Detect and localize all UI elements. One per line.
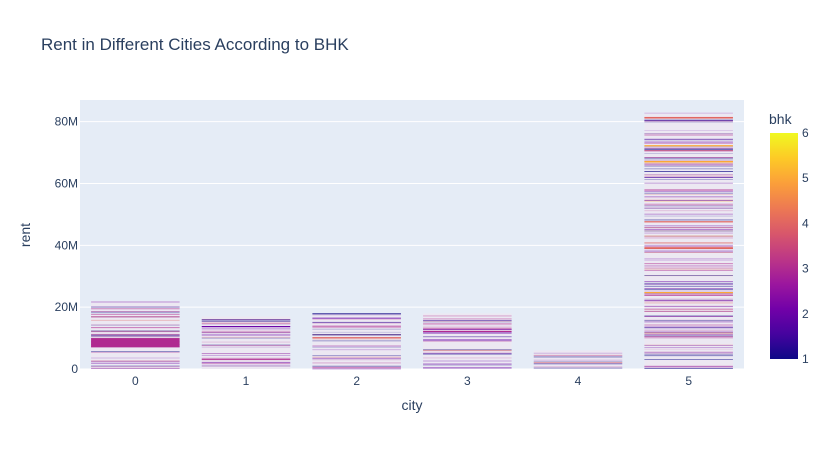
- y-tick-label: 40M: [55, 238, 78, 252]
- bar-segment-highlight: [91, 338, 180, 348]
- x-axis-title: city: [402, 397, 423, 413]
- colorbar-tick-label: 2: [802, 307, 809, 321]
- bar-segment-highlight: [644, 117, 733, 119]
- bar-segment-highlight: [644, 221, 733, 223]
- bars-layer: [91, 112, 733, 370]
- colorbar: bhk 1 2 3 4 5 6: [769, 111, 809, 366]
- bar-city-4: [533, 350, 623, 369]
- bar-segment-highlight: [201, 358, 291, 360]
- plot-area: [80, 100, 744, 369]
- x-tick-label: 1: [243, 374, 250, 388]
- bar-body: [312, 313, 401, 369]
- colorbar-gradient: [770, 133, 798, 359]
- colorbar-tick-label: 3: [802, 262, 809, 276]
- bar-segment-highlight: [201, 326, 291, 328]
- chart-title: Rent in Different Cities According to BH…: [41, 35, 349, 54]
- bar-body: [644, 112, 733, 370]
- bar-body: [423, 313, 512, 369]
- bar-segment-highlight: [644, 292, 733, 294]
- x-tick-label: 3: [464, 374, 471, 388]
- bar-body: [533, 350, 623, 369]
- bar-city-0: [91, 300, 180, 369]
- bar-city-5: [644, 112, 733, 370]
- y-axis-title: rent: [17, 223, 33, 247]
- bar-segment-highlight: [423, 330, 512, 333]
- bar-segment-highlight: [644, 145, 733, 147]
- bar-city-3: [423, 313, 512, 369]
- y-tick-label: 20M: [55, 300, 78, 314]
- y-axis-ticks: 0 20M 40M 60M 80M: [55, 115, 79, 376]
- bar-segment-highlight: [644, 160, 733, 163]
- colorbar-tick-label: 5: [802, 171, 809, 185]
- colorbar-tick-label: 6: [802, 126, 809, 140]
- bar-segment-highlight: [312, 337, 401, 339]
- bar-city-1: [201, 316, 291, 369]
- x-tick-label: 4: [575, 374, 582, 388]
- colorbar-tick-label: 1: [802, 352, 809, 366]
- bar-body: [201, 316, 291, 369]
- x-axis-ticks: 0 1 2 3 4 5: [132, 374, 692, 388]
- x-tick-label: 5: [685, 374, 692, 388]
- colorbar-title: bhk: [769, 111, 793, 127]
- bar-city-2: [312, 313, 401, 370]
- x-tick-label: 2: [353, 374, 360, 388]
- y-tick-label: 80M: [55, 115, 78, 129]
- bar-segment-highlight: [644, 247, 733, 250]
- x-tick-label: 0: [132, 374, 139, 388]
- y-tick-label: 60M: [55, 176, 78, 190]
- colorbar-tick-label: 4: [802, 216, 809, 230]
- y-tick-label: 0: [71, 362, 78, 376]
- gridlines: [80, 121, 744, 370]
